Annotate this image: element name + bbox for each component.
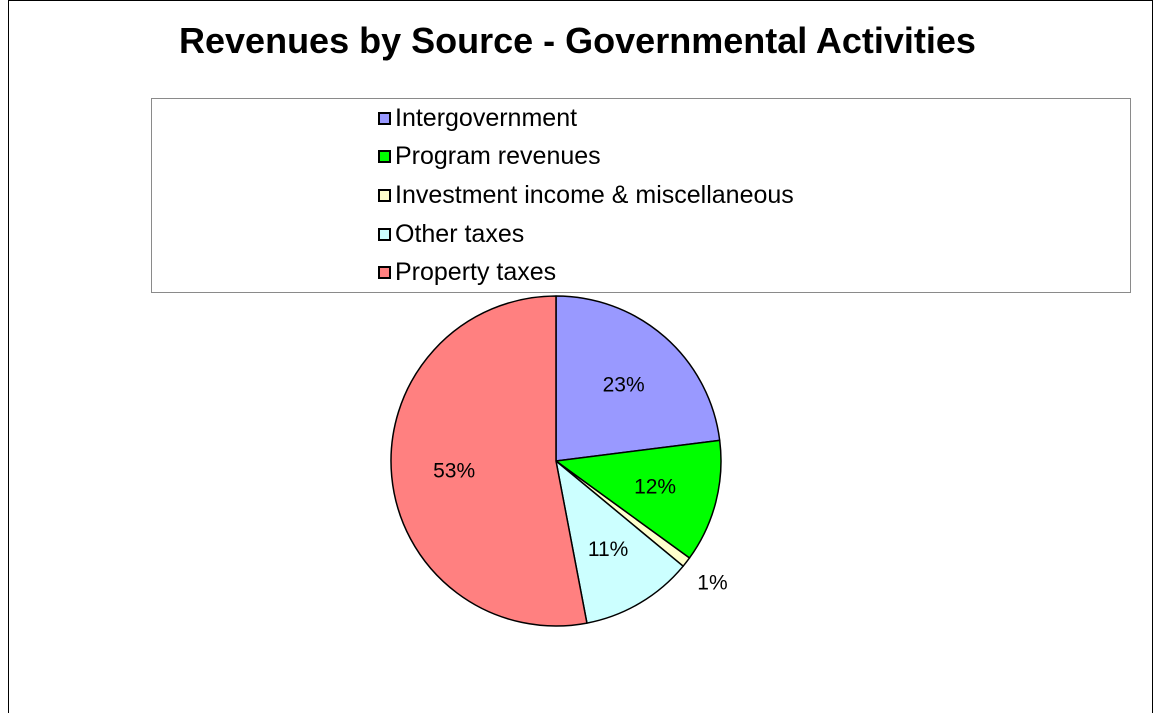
legend-item-other-taxes: Other taxes — [378, 215, 524, 253]
slice-label-investment-income: 1% — [697, 571, 727, 594]
legend-item-property-taxes: Property taxes — [378, 253, 556, 291]
legend-swatch-property-taxes — [378, 265, 391, 279]
legend-label-intergovernment: Intergovernment — [395, 104, 578, 132]
pie-slice-other-taxes — [555, 460, 684, 624]
slice-label-program-revenues: 12% — [634, 475, 676, 498]
slice-label-other-taxes: 11% — [588, 538, 628, 561]
legend-label-investment-income: Investment income & miscellaneous — [395, 181, 794, 209]
legend-swatch-program-revenues — [378, 149, 391, 163]
pie-slice-intergovernment — [555, 295, 721, 462]
legend-item-intergovernment: Intergovernment — [378, 99, 577, 137]
legend-label-program-revenues: Program revenues — [395, 142, 601, 170]
slice-label-property-taxes: 53% — [433, 460, 475, 483]
legend-item-investment-income: Investment income & miscellaneous — [378, 176, 794, 214]
legend-swatch-intergovernment — [378, 111, 391, 125]
pie-slice-property-taxes — [390, 295, 588, 627]
legend: Intergovernment Program revenues Investm… — [151, 98, 1131, 293]
legend-swatch-other-taxes — [378, 227, 391, 241]
legend-label-other-taxes: Other taxes — [395, 220, 525, 248]
legend-swatch-investment-income — [378, 188, 391, 202]
slice-label-intergovernment: 23% — [603, 373, 645, 396]
pie-slice-program-revenues — [555, 439, 722, 559]
legend-item-program-revenues: Program revenues — [378, 137, 601, 175]
chart-title: Revenues by Source - Governmental Activi… — [179, 20, 976, 61]
legend-label-property-taxes: Property taxes — [395, 258, 557, 286]
